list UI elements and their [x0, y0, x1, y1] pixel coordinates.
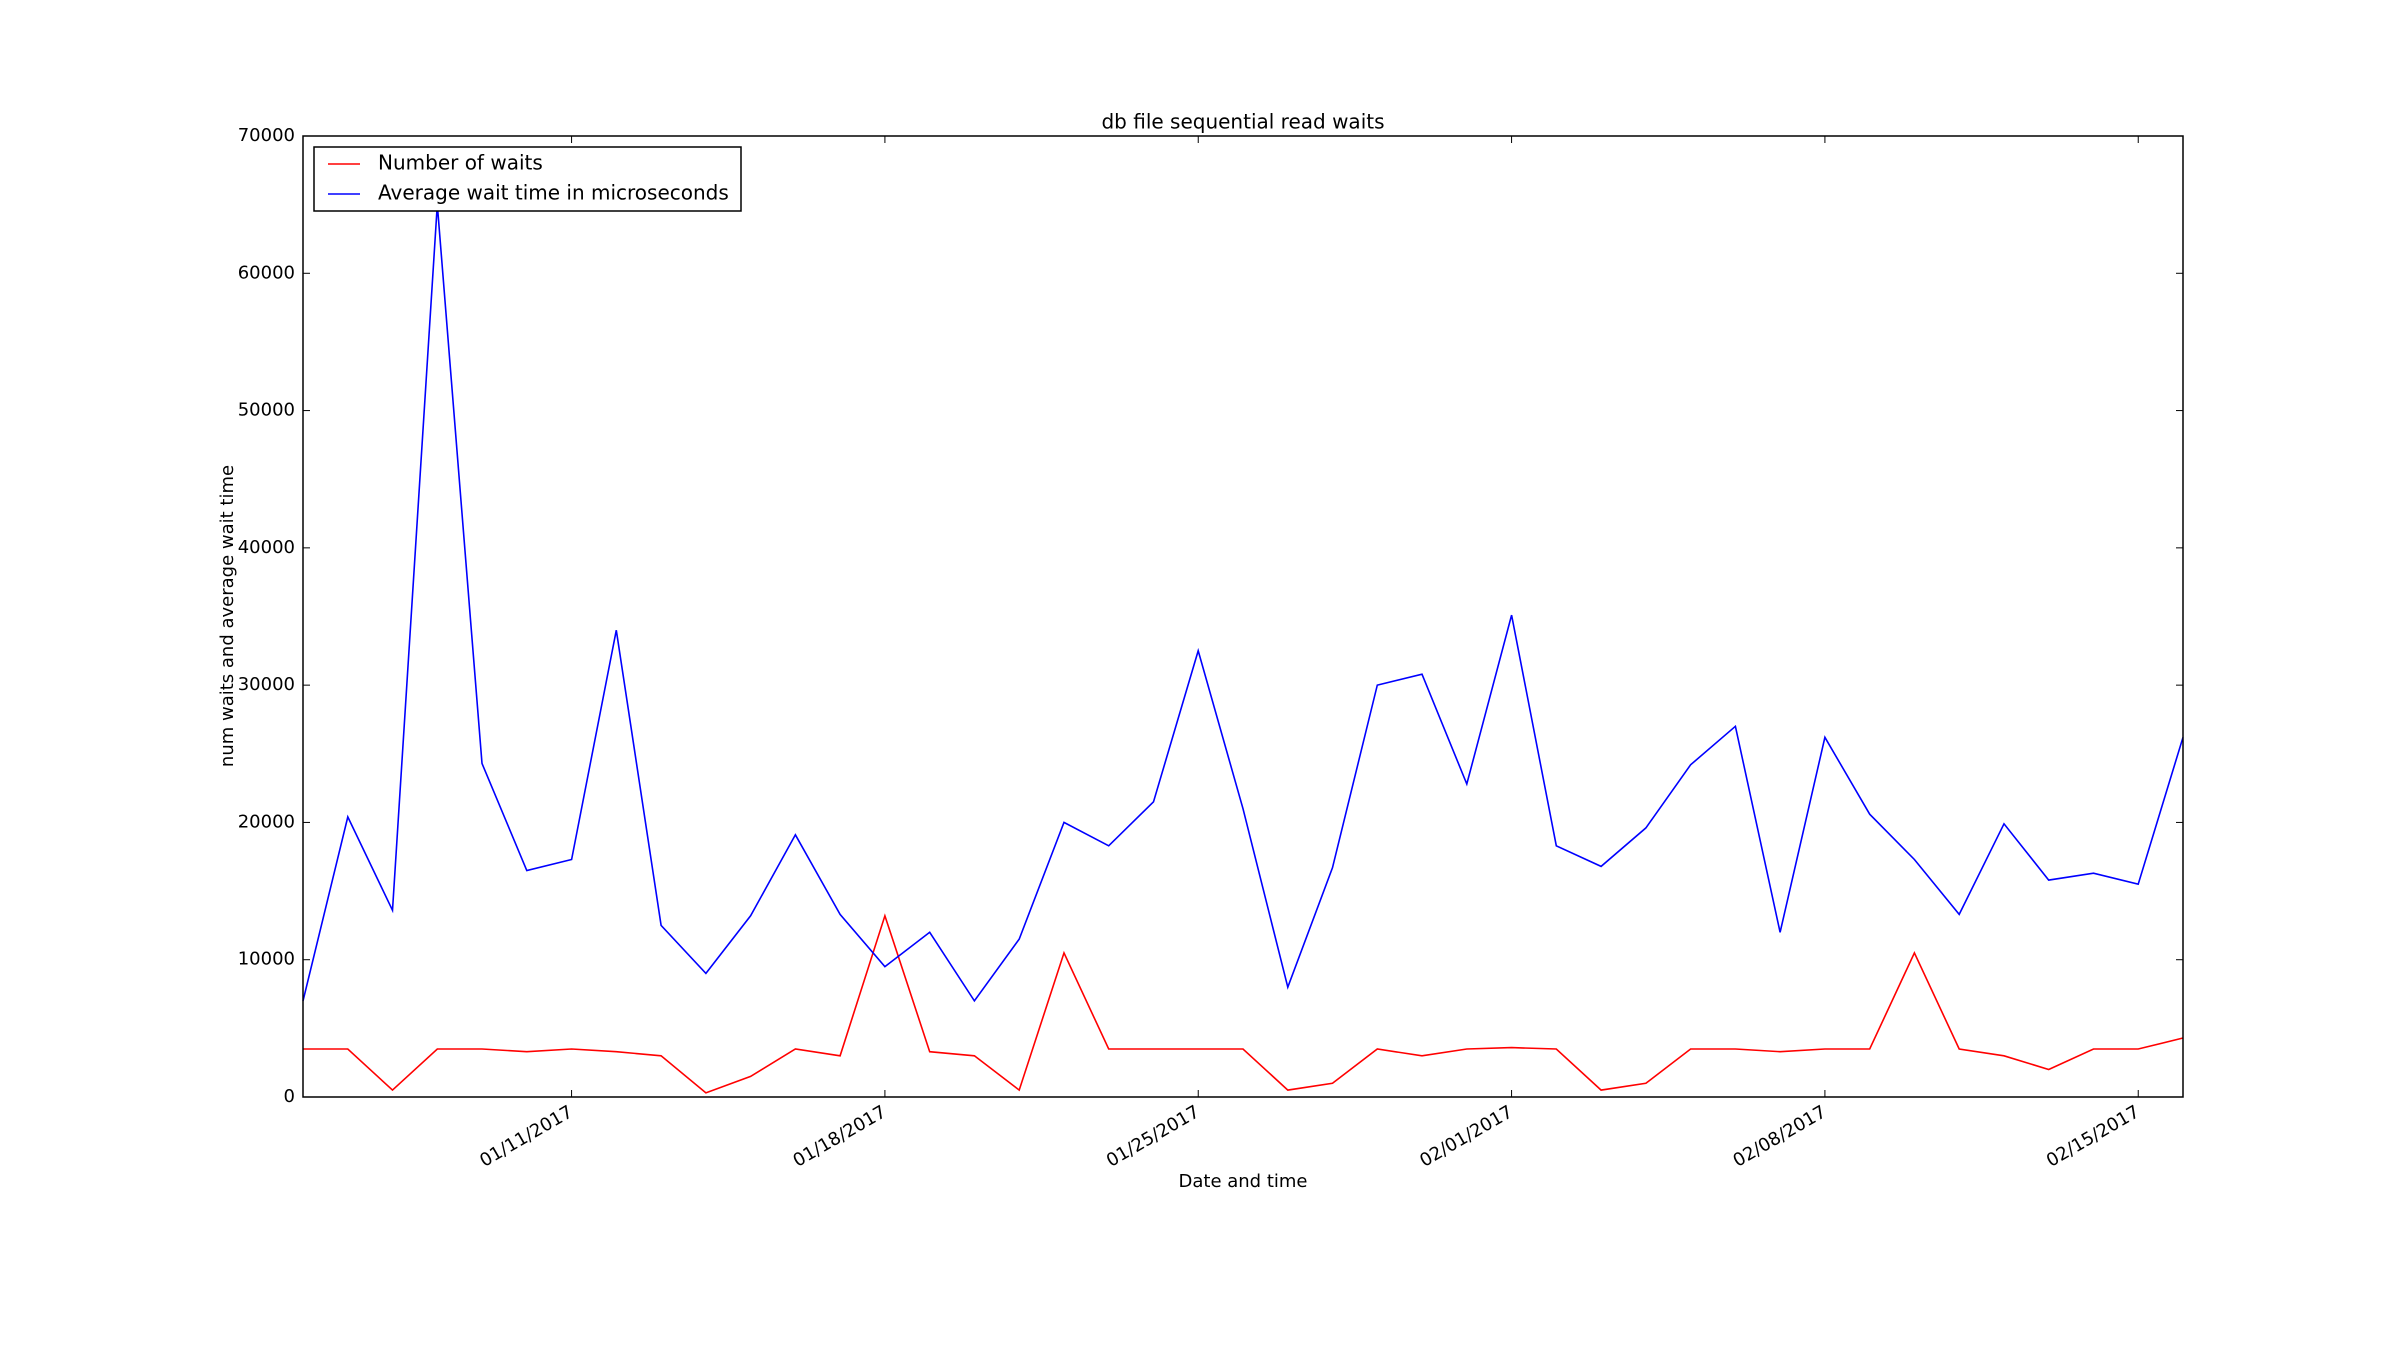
legend-box	[313, 146, 742, 212]
y-tick-label: 10000	[238, 949, 295, 970]
data-line	[303, 913, 2184, 1094]
y-tick-label: 60000	[238, 262, 295, 283]
y-tick-label: 70000	[238, 125, 295, 146]
x-axis-label: Date and time	[1179, 1171, 1308, 1192]
y-tick-label: 0	[284, 1086, 295, 1107]
y-axis-label: num waits and average wait time	[217, 465, 238, 767]
legend-label: Number of waits	[378, 151, 543, 175]
y-tick-label: 40000	[238, 537, 295, 558]
plot-frame	[302, 135, 2184, 1098]
y-tick-label: 50000	[238, 400, 295, 421]
y-tick-label: 20000	[238, 811, 295, 832]
chart-title: db file sequential read waits	[1101, 110, 1384, 134]
y-tick-label: 30000	[238, 674, 295, 695]
data-line	[302, 204, 2184, 1003]
legend-label: Average wait time in microseconds	[378, 181, 729, 205]
